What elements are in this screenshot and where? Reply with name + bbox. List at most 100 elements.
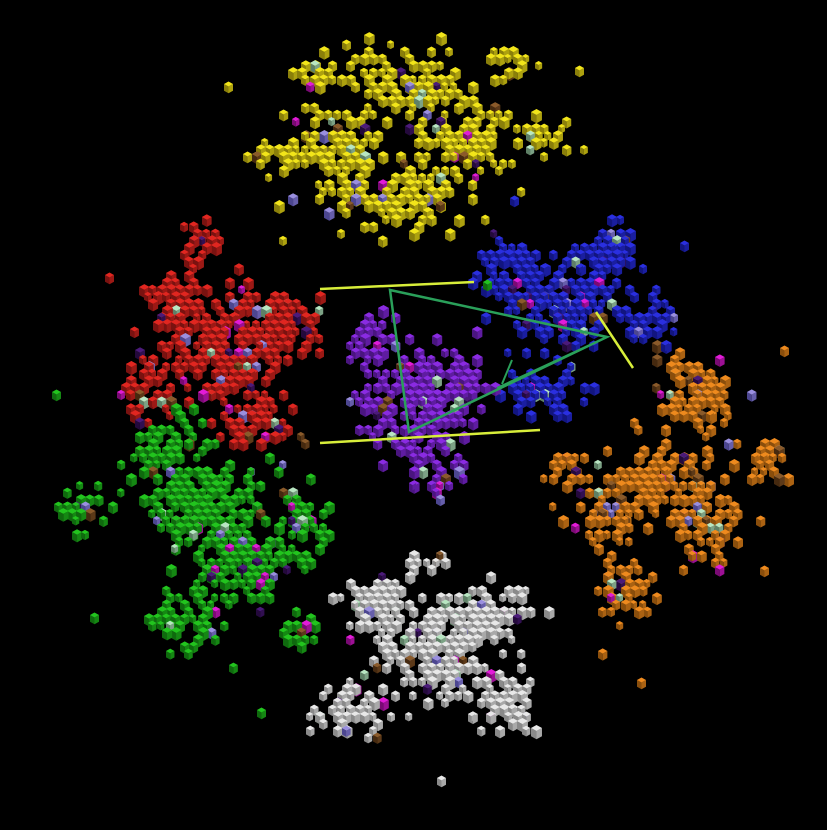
voxel	[697, 536, 705, 548]
voxel	[409, 606, 419, 619]
voxel	[445, 228, 456, 242]
voxel	[598, 606, 607, 618]
voxel	[504, 347, 512, 358]
voxel	[225, 277, 235, 291]
voxel	[585, 514, 596, 530]
voxel	[634, 564, 643, 576]
voxel	[634, 424, 643, 436]
voxel	[517, 592, 528, 606]
voxel	[148, 396, 157, 408]
voxel	[355, 424, 364, 437]
voxel	[454, 214, 465, 229]
voxel	[544, 606, 555, 620]
voxel	[454, 592, 465, 606]
voxel	[315, 81, 326, 95]
voxel	[315, 193, 325, 206]
voxel	[117, 487, 125, 498]
voxel	[130, 452, 138, 463]
voxel	[274, 200, 285, 215]
voxel	[481, 382, 489, 394]
voxel	[382, 214, 390, 225]
outlier-voxel	[637, 677, 646, 690]
outlier-voxel	[257, 707, 266, 720]
voxel	[373, 368, 381, 379]
voxel	[315, 180, 323, 190]
voxel-accent	[562, 340, 572, 353]
voxel	[594, 585, 603, 597]
yellow-cluster[interactable]	[243, 31, 588, 248]
voxel	[391, 690, 400, 703]
voxel	[513, 306, 521, 316]
voxel	[625, 242, 636, 257]
voxel-accent	[328, 117, 336, 127]
voxel	[679, 494, 690, 508]
voxel	[486, 53, 496, 67]
voxel	[652, 509, 660, 519]
voxel	[585, 487, 594, 500]
voxel	[387, 711, 395, 723]
voxel	[238, 494, 246, 505]
voxel	[306, 151, 317, 165]
outlier-voxel	[437, 775, 446, 788]
voxel	[616, 621, 624, 631]
voxel	[477, 697, 486, 709]
voxel-accent	[306, 81, 315, 93]
voxel	[441, 347, 449, 358]
voxel-accent	[472, 158, 480, 169]
voxel	[679, 564, 688, 577]
voxel	[679, 466, 690, 480]
voxel	[256, 158, 265, 171]
voxel	[477, 725, 486, 737]
voxel	[630, 600, 638, 610]
voxel-accent	[360, 669, 369, 681]
voxel	[193, 452, 201, 463]
voxel	[639, 263, 648, 275]
voxel-accent	[724, 438, 734, 451]
voxel	[504, 613, 515, 627]
voxel-accent	[688, 466, 696, 477]
voxel	[405, 333, 415, 346]
voxel	[756, 515, 766, 528]
voxel	[405, 712, 413, 722]
voxel	[558, 514, 569, 530]
voxel	[346, 116, 357, 131]
voxel	[445, 480, 454, 492]
voxel	[468, 179, 478, 192]
blue-cluster[interactable]	[468, 214, 679, 424]
voxel-accent	[436, 200, 445, 213]
voxel	[342, 39, 351, 52]
voxel	[459, 417, 467, 428]
voxel	[360, 53, 370, 67]
voxel	[454, 88, 463, 100]
voxel	[58, 508, 69, 522]
voxel	[747, 473, 757, 487]
voxel	[432, 96, 440, 106]
voxel	[661, 340, 670, 352]
voxel	[531, 108, 542, 124]
voxel-accent	[526, 144, 535, 156]
voxel	[625, 522, 634, 534]
voxel-accent	[301, 438, 310, 450]
voxel	[279, 165, 289, 179]
voxel	[513, 403, 523, 417]
voxel	[441, 557, 451, 570]
voxel	[202, 284, 213, 298]
voxel	[306, 473, 316, 486]
voxel	[441, 697, 449, 709]
voxel	[301, 74, 310, 86]
voxel	[369, 53, 379, 66]
clusters-layer	[52, 31, 794, 788]
voxel	[378, 151, 389, 165]
voxel	[337, 593, 345, 603]
voxel	[679, 410, 689, 423]
voxel	[283, 354, 293, 367]
voxel	[634, 508, 644, 521]
voxel-accent	[423, 683, 432, 696]
voxel	[576, 501, 586, 514]
voxel-accent	[715, 564, 725, 577]
voxel	[585, 473, 593, 485]
voxel-accent	[513, 613, 522, 625]
voxel	[720, 417, 728, 429]
voxel	[346, 354, 354, 365]
